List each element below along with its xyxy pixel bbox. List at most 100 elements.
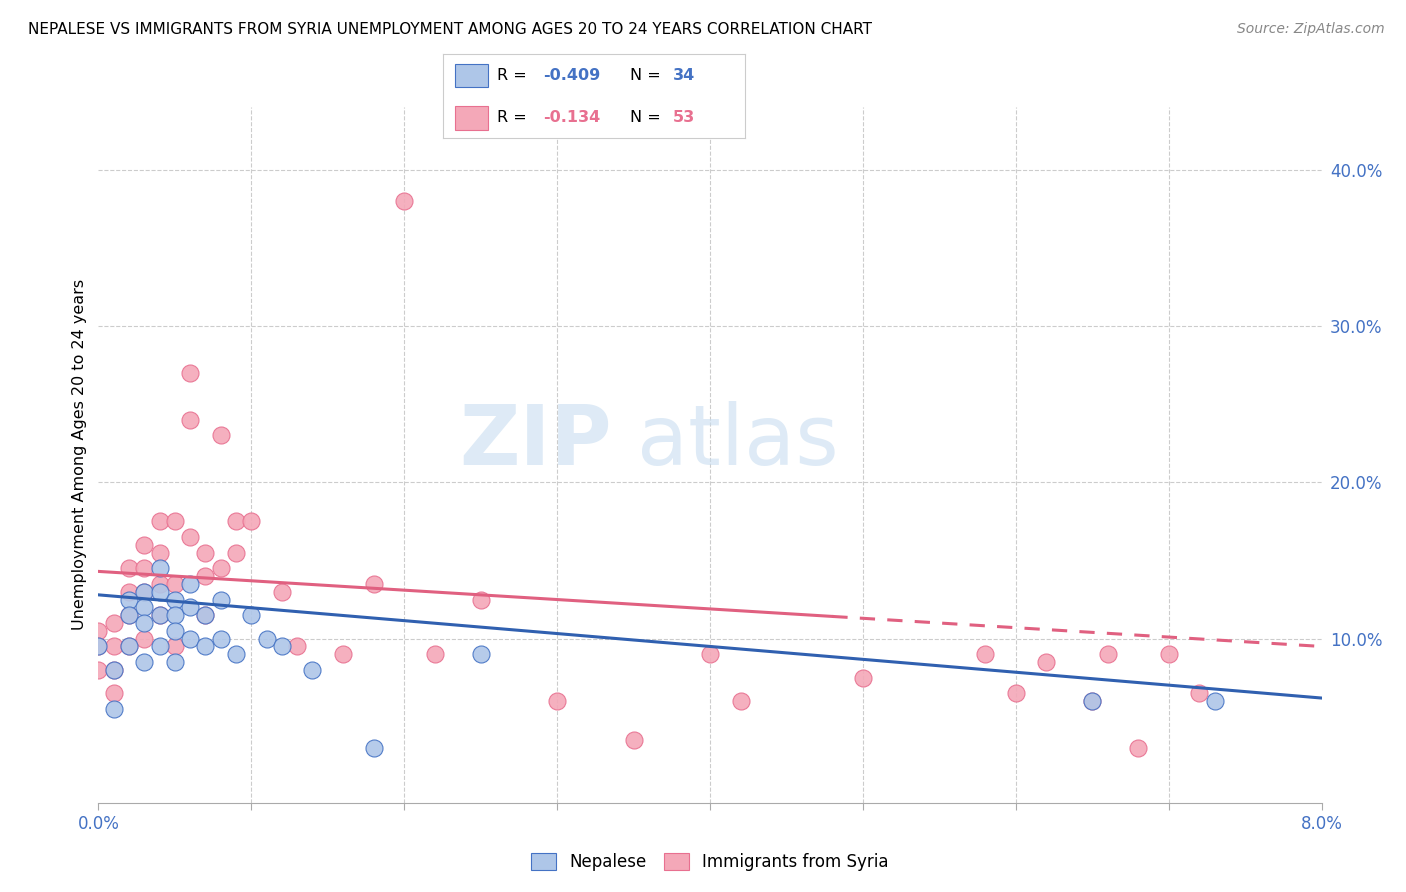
Point [730, 694, 752, 708]
Point [87, 624, 110, 638]
Point [256, 632, 278, 646]
Point [546, 694, 568, 708]
Bar [456, 63, 488, 87]
Point [1188, 686, 1211, 700]
Point [1081, 694, 1104, 708]
Point [225, 514, 247, 528]
Point [87, 640, 110, 654]
Point [118, 584, 141, 599]
Point [285, 640, 308, 654]
Point [301, 663, 323, 677]
Point [240, 608, 263, 623]
Text: N =: N = [630, 111, 666, 126]
Point [87, 663, 110, 677]
Point [423, 647, 446, 661]
Point [194, 640, 217, 654]
Point [149, 608, 172, 623]
Point [225, 647, 247, 661]
Point [149, 514, 172, 528]
Point [134, 584, 156, 599]
Point [1081, 694, 1104, 708]
Point [149, 608, 172, 623]
Point [270, 640, 294, 654]
Point [194, 569, 217, 583]
Point [209, 428, 232, 442]
Point [209, 561, 232, 575]
Point [194, 608, 217, 623]
Point [118, 561, 141, 575]
Point [179, 600, 201, 615]
Point [103, 640, 125, 654]
Point [623, 733, 645, 747]
Y-axis label: Unemployment Among Ages 20 to 24 years: Unemployment Among Ages 20 to 24 years [72, 279, 87, 631]
Point [149, 546, 172, 560]
Point [163, 608, 186, 623]
Point [1097, 647, 1119, 661]
Point [163, 640, 186, 654]
Point [163, 577, 186, 591]
Point [149, 577, 172, 591]
Text: -0.134: -0.134 [543, 111, 600, 126]
Point [1004, 686, 1026, 700]
Point [149, 640, 172, 654]
Point [194, 546, 217, 560]
Point [179, 413, 201, 427]
Point [194, 608, 217, 623]
Point [103, 686, 125, 700]
Point [209, 632, 232, 646]
Point [1035, 655, 1057, 669]
Point [163, 655, 186, 669]
Point [134, 538, 156, 552]
Text: -0.409: -0.409 [543, 68, 600, 83]
Point [392, 194, 416, 208]
Text: R =: R = [498, 111, 537, 126]
Point [240, 514, 263, 528]
Point [179, 530, 201, 544]
Point [1204, 694, 1226, 708]
Point [179, 632, 201, 646]
Point [134, 561, 156, 575]
Point [209, 592, 232, 607]
Point [225, 546, 247, 560]
Point [118, 640, 141, 654]
Text: 53: 53 [672, 111, 695, 126]
Text: NEPALESE VS IMMIGRANTS FROM SYRIA UNEMPLOYMENT AMONG AGES 20 TO 24 YEARS CORRELA: NEPALESE VS IMMIGRANTS FROM SYRIA UNEMPL… [28, 22, 872, 37]
Point [974, 647, 997, 661]
Text: R =: R = [498, 68, 533, 83]
Point [103, 615, 125, 630]
Point [118, 640, 141, 654]
Bar [456, 106, 488, 130]
Text: ZIP: ZIP [460, 401, 612, 482]
Point [103, 702, 125, 716]
Point [118, 592, 141, 607]
Point [87, 640, 110, 654]
Point [134, 600, 156, 615]
Point [163, 514, 186, 528]
Point [118, 608, 141, 623]
Text: Source: ZipAtlas.com: Source: ZipAtlas.com [1237, 22, 1385, 37]
Point [118, 608, 141, 623]
Point [149, 584, 172, 599]
Point [163, 624, 186, 638]
Point [103, 663, 125, 677]
Point [134, 584, 156, 599]
Point [1128, 741, 1150, 756]
Point [852, 671, 875, 685]
Point [134, 655, 156, 669]
Point [103, 663, 125, 677]
Point [363, 741, 385, 756]
Point [179, 577, 201, 591]
Point [179, 366, 201, 380]
Text: 34: 34 [672, 68, 695, 83]
Text: N =: N = [630, 68, 666, 83]
Point [163, 592, 186, 607]
Point [270, 584, 294, 599]
Point [699, 647, 721, 661]
Point [1157, 647, 1180, 661]
Point [332, 647, 354, 661]
Point [149, 561, 172, 575]
Point [134, 615, 156, 630]
Point [470, 592, 492, 607]
Point [134, 632, 156, 646]
Text: atlas: atlas [637, 401, 838, 482]
